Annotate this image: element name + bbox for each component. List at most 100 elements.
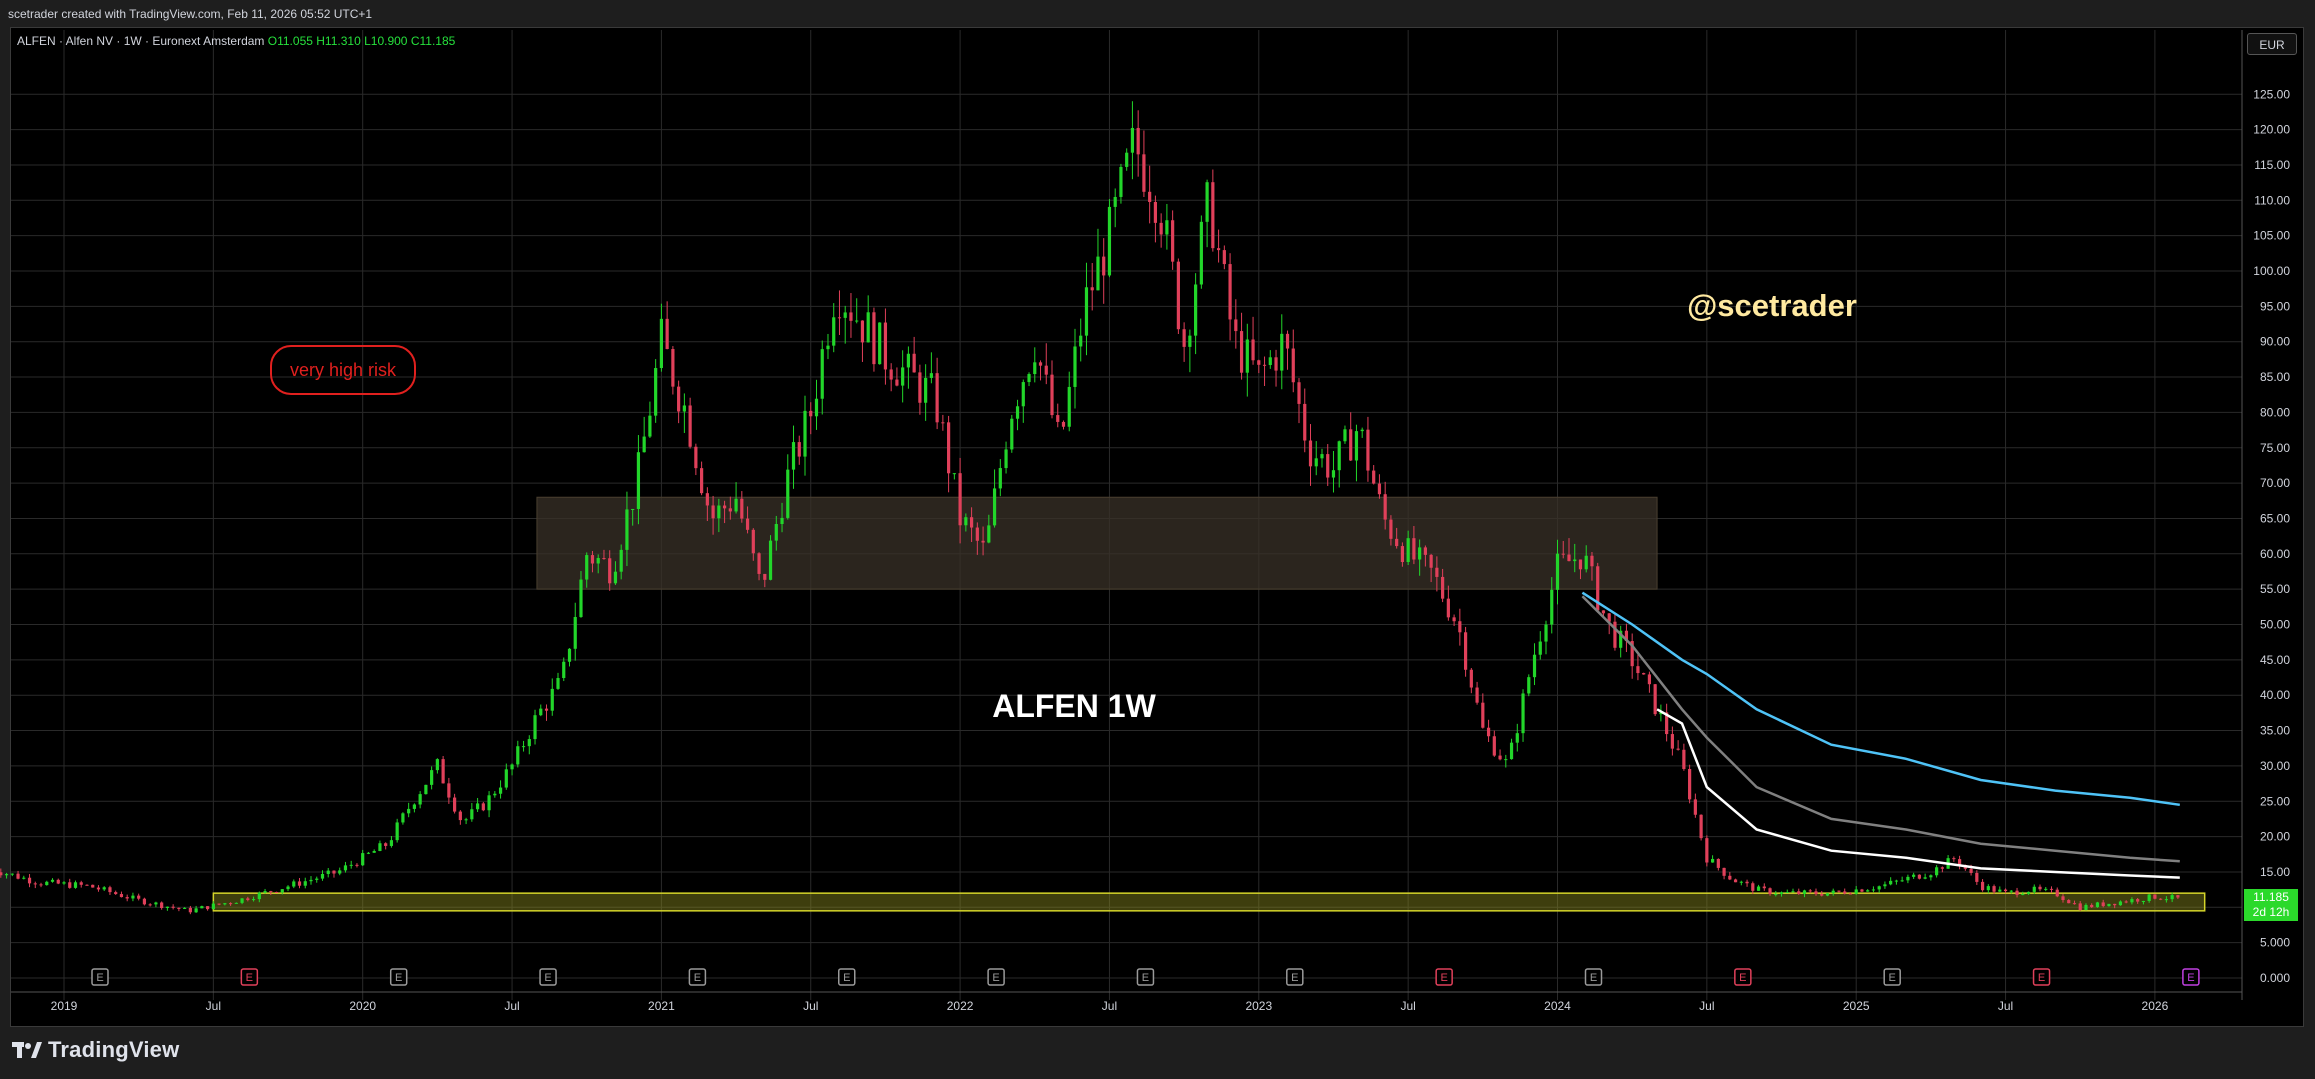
earnings-marker[interactable]: [91, 968, 109, 986]
candle-body: [1067, 386, 1071, 427]
candle-body: [1418, 547, 1422, 560]
chart-annotations: very high risk ALFEN 1W @scetrader: [270, 288, 1857, 724]
last-price-badge: 11.185 2d 12h: [2244, 889, 2298, 921]
candle-body: [751, 529, 755, 554]
candle-body: [45, 881, 49, 886]
candle-body: [1165, 220, 1169, 235]
candle-body: [717, 505, 721, 519]
symbol-legend[interactable]: ALFEN · Alfen NV · 1W · Euronext Amsterd…: [17, 34, 455, 48]
candle-body: [1073, 346, 1077, 387]
price-tick-label: 35.00: [2260, 724, 2290, 738]
candle-body: [1481, 702, 1485, 728]
earnings-marker[interactable]: [2182, 968, 2200, 986]
candle-body: [1699, 814, 1703, 839]
candle-body: [1142, 154, 1146, 192]
earnings-marker[interactable]: [1286, 968, 1304, 986]
candle-body: [1722, 867, 1726, 876]
candle-body: [849, 312, 853, 321]
earnings-marker[interactable]: [2032, 968, 2051, 986]
time-axis[interactable]: 2019 Jul 2020 Jul 2021 Jul 2022 Jul 2023 Jul 2024 J…: [51, 999, 2169, 1013]
candle-body: [73, 882, 78, 888]
currency-button[interactable]: EUR: [2247, 33, 2297, 55]
candle-body: [441, 759, 445, 784]
candle-body: [39, 884, 43, 886]
candle-body: [1785, 892, 1789, 894]
candle-body: [964, 517, 968, 526]
earnings-marker[interactable]: [539, 968, 557, 986]
earnings-marker[interactable]: [1584, 968, 1603, 986]
earnings-marker[interactable]: [688, 968, 707, 986]
candle-body: [274, 891, 279, 893]
candle-body: [883, 322, 888, 370]
earnings-marker-label: E: [843, 972, 850, 984]
earnings-marker[interactable]: [1435, 968, 1453, 986]
candle-body: [694, 446, 698, 469]
candle-body: [1544, 624, 1548, 642]
candle-body: [2130, 899, 2134, 903]
tradingview-logo[interactable]: TradingView: [12, 1037, 179, 1063]
candle-body: [700, 468, 704, 494]
earnings-marker-label: E: [2187, 972, 2194, 984]
candle-body: [2164, 899, 2168, 901]
earnings-marker-label: E: [246, 972, 253, 984]
candle-body: [1056, 415, 1060, 422]
candle-body: [1733, 879, 1738, 883]
candle-body: [1061, 421, 1066, 427]
candle-body: [2159, 898, 2163, 900]
earnings-marker[interactable]: [987, 968, 1005, 986]
candle-body: [1682, 749, 1686, 769]
candle-body: [2101, 902, 2105, 907]
candle-body: [941, 422, 945, 424]
candle-body: [1429, 554, 1433, 568]
candle-body: [1814, 891, 1818, 895]
candle-body: [1877, 886, 1881, 890]
candle-body: [372, 851, 376, 853]
candle-body: [820, 349, 824, 399]
candle-body: [1038, 362, 1043, 366]
candle-body: [745, 518, 750, 530]
candle-body: [481, 803, 485, 811]
earnings-marker[interactable]: [1883, 968, 1901, 986]
candle-body: [1205, 182, 1209, 222]
candle-body: [918, 372, 922, 403]
candle-body: [1837, 890, 1841, 892]
candle-body: [1136, 127, 1140, 155]
earnings-marker-label: E: [1590, 972, 1597, 984]
candle-body: [131, 895, 135, 899]
candle-body: [837, 317, 842, 319]
candle-body: [843, 312, 847, 318]
candle-body: [1182, 329, 1186, 347]
candle-body: [1980, 881, 1985, 891]
price-axis[interactable]: 0.0005.00010.0015.0020.0025.0030.0035.00…: [2253, 87, 2290, 985]
candle-body: [1010, 418, 1014, 450]
candle-body: [791, 442, 796, 470]
candle-body: [774, 523, 778, 541]
earnings-marker[interactable]: [1136, 968, 1155, 986]
candle-body: [366, 852, 371, 854]
earnings-marker[interactable]: [1734, 968, 1752, 986]
candle-body: [906, 353, 911, 368]
earnings-marker[interactable]: [838, 968, 856, 986]
candle-body: [1326, 454, 1330, 478]
candle-body: [1228, 264, 1232, 320]
candle-body: [228, 903, 233, 905]
earnings-marker[interactable]: [389, 968, 408, 986]
last-price-value: 11.185: [2253, 890, 2289, 904]
candle-body: [1245, 339, 1249, 373]
candle-body: [688, 405, 692, 447]
candle-body: [1688, 768, 1692, 800]
candle-body: [1486, 727, 1491, 737]
candle-body: [1268, 357, 1272, 366]
candle-body: [2084, 904, 2088, 910]
candle-body: [361, 853, 365, 866]
candle-body: [1567, 554, 1571, 562]
moving-average-lines: [1581, 591, 2180, 879]
candle-body: [384, 843, 388, 846]
candle-body: [79, 882, 83, 885]
candle-body: [303, 881, 307, 886]
candle-body: [10, 873, 14, 875]
price-tick-label: 85.00: [2260, 370, 2290, 384]
candle-body: [240, 898, 244, 903]
earnings-marker[interactable]: [240, 968, 259, 986]
